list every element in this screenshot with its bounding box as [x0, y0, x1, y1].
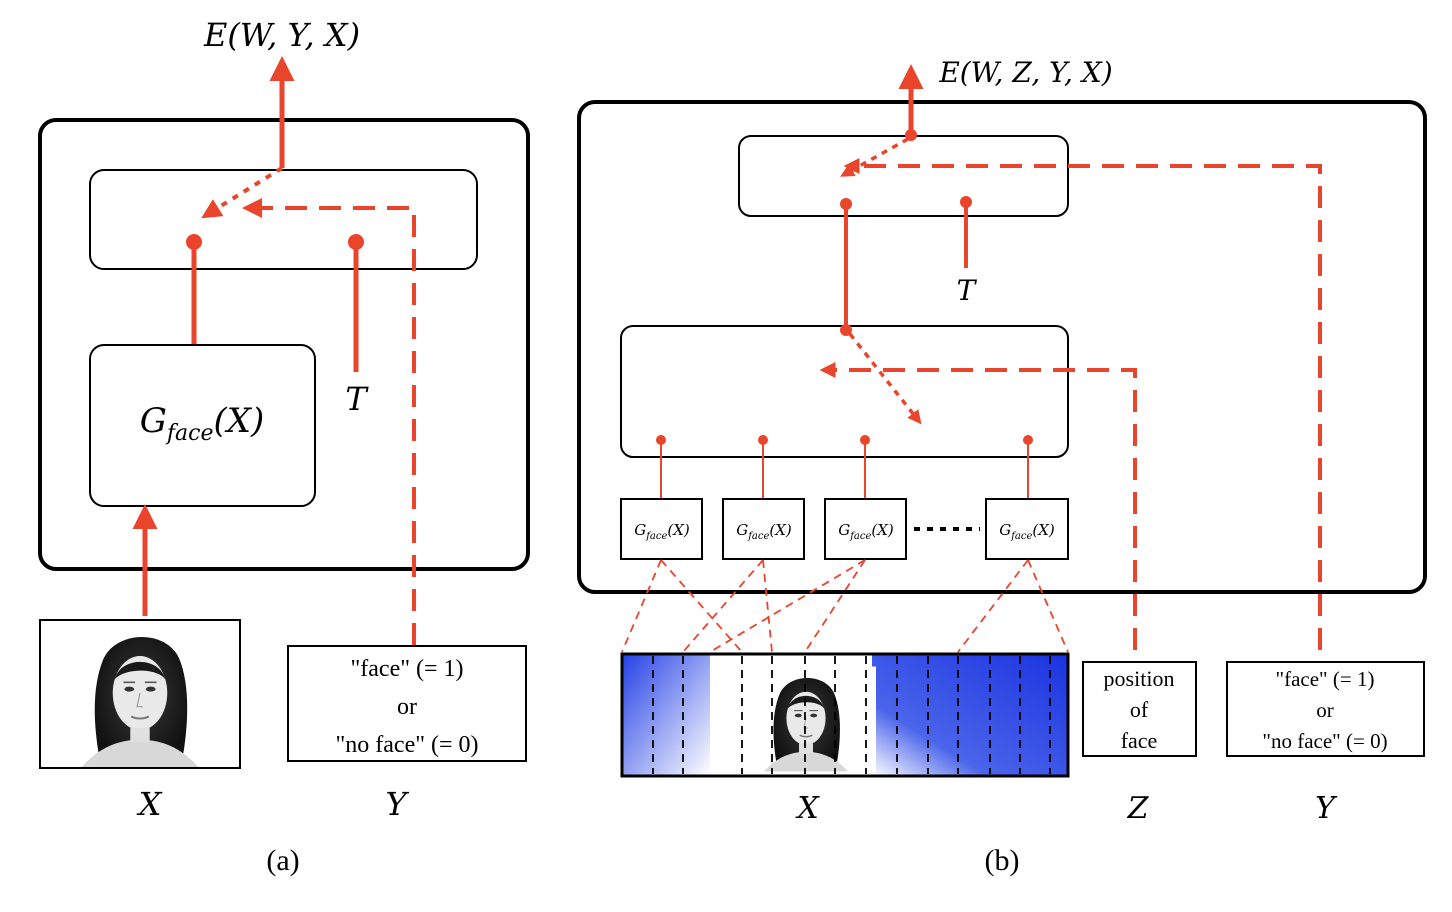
- panel-a-t-node: [348, 234, 364, 250]
- panel-a-label-dashed-path: [242, 198, 416, 645]
- panel-b-module-nodes: [656, 435, 1033, 445]
- panel-b-y-line-2: or: [1316, 698, 1334, 722]
- panel-b-gface-module-4: Gface(X): [985, 498, 1069, 560]
- panel-b-dotted-arrow-latent: [848, 332, 922, 425]
- panel-a-gface-module: [89, 344, 316, 507]
- panel-b-caption: (b): [985, 844, 1020, 877]
- panel-b-y-line-3: "no face" (= 0): [1262, 729, 1387, 753]
- panel-b-z-line-2: of: [1130, 697, 1149, 722]
- panel-b-t-node: [960, 196, 972, 208]
- panel-b-module-connectors: [660, 440, 1029, 498]
- panel-a-face-image: [41, 621, 239, 767]
- panel-b-y-dashed-path: [843, 158, 1322, 650]
- panel-b-latent-module: [620, 325, 1069, 458]
- panel-b-y-label: Y: [1315, 791, 1338, 826]
- panel-b-z-line-3: face: [1121, 728, 1158, 753]
- panel-b-energy-label: E(W, Z, Y, X): [938, 56, 1112, 89]
- panel-b-energy-node: [905, 129, 917, 141]
- panel-a-label-line-1: "face" (= 1): [350, 656, 463, 682]
- svg-text:Gface(X): Gface(X): [999, 521, 1055, 542]
- panel-b-y-box: [1226, 661, 1425, 757]
- panel-a: "face" (= 1) or "no face" (= 0) E(W, Y, …: [38, 16, 530, 877]
- panel-b-t-label: T: [957, 274, 978, 307]
- panel-b-latent-node: [840, 198, 852, 210]
- panel-a-caption: (a): [266, 844, 299, 877]
- panel-a-x-label: X: [136, 785, 163, 823]
- panel-b: Gface(X) Gface(X) Gface(X) Gface(X): [577, 56, 1427, 877]
- panel-b-gface-module-2: Gface(X): [722, 498, 805, 560]
- panel-b-receptive-field-lines: [621, 559, 1069, 653]
- panel-b-gface-module-3: Gface(X): [824, 498, 907, 560]
- panel-b-gface-module-1: Gface(X): [620, 498, 703, 560]
- panel-a-label-line-2: or: [397, 694, 417, 720]
- panel-a-label-line-3: "no face" (= 0): [335, 732, 478, 758]
- svg-text:Gface(X): Gface(X): [838, 521, 894, 542]
- svg-text:Gface(X): Gface(X): [634, 521, 690, 542]
- panel-b-z-box: [1082, 661, 1197, 757]
- svg-text:Gface(X): Gface(X): [736, 521, 792, 542]
- panel-b-image-strip: [620, 652, 1070, 778]
- panel-b-z-line-1: position: [1104, 666, 1175, 691]
- panel-b-dotted-arrow-top: [840, 137, 909, 177]
- panel-a-dotted-arrow: [201, 166, 284, 219]
- panel-a-label-box: [287, 645, 527, 762]
- panel-a-gface-node: [186, 234, 202, 250]
- panel-b-z-dashed-path: [819, 362, 1137, 650]
- panel-a-gface-label: Gface(X): [140, 401, 265, 446]
- panel-b-outer-frame: [577, 100, 1427, 594]
- panel-b-y-line-1: "face" (= 1): [1276, 667, 1375, 691]
- panel-a-t-label: T: [345, 380, 369, 418]
- panel-b-latent-out-node: [840, 324, 852, 336]
- panel-a-energy-module: [89, 169, 478, 270]
- panel-b-z-label: Z: [1127, 791, 1150, 826]
- panel-a-y-label: Y: [385, 785, 409, 823]
- panel-a-energy-label: E(W, Y, X): [203, 16, 360, 54]
- panel-b-energy-module: [738, 135, 1069, 217]
- panel-b-x-label: X: [795, 791, 820, 826]
